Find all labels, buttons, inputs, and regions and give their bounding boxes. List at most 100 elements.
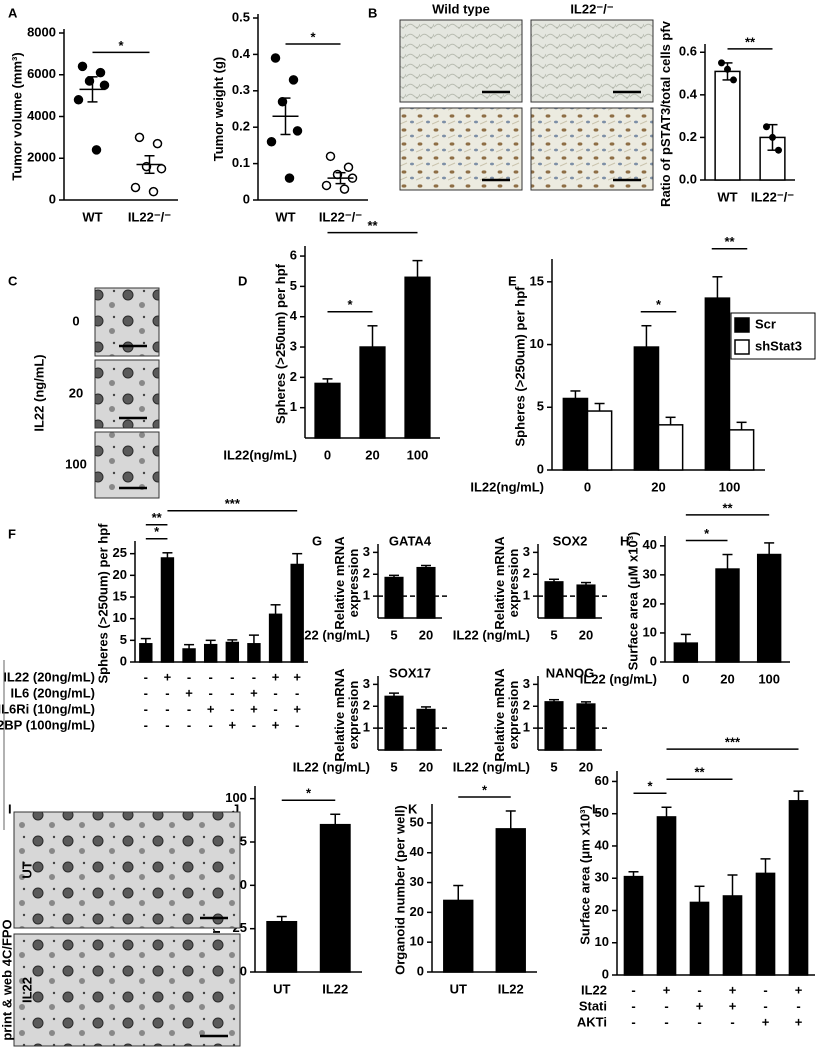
y-tick-label: 25 <box>113 545 127 560</box>
bar <box>319 823 351 973</box>
significance-label: ** <box>694 765 705 780</box>
x-axis-label: IL22 (ng/mL) <box>453 627 530 642</box>
micrograph <box>94 287 160 357</box>
y-axis-label: Relative mRNA <box>492 668 507 762</box>
bar <box>443 899 474 973</box>
y-tick-label: 0.4 <box>232 46 251 61</box>
bar <box>247 643 261 663</box>
y-tick-label: 0.5 <box>232 9 250 24</box>
condition-sign: + <box>164 669 172 684</box>
x-axis-label: IL22 (ng/mL) <box>293 627 370 642</box>
y-axis-label: Spheres (>250um) per hpf <box>273 263 288 424</box>
y-tick-label: 20 <box>113 567 127 582</box>
bar <box>714 70 741 181</box>
x-tick-label: 0 <box>584 479 591 494</box>
x-tick-label: 5 <box>550 627 557 642</box>
bar <box>562 397 589 471</box>
data-point <box>134 132 145 143</box>
data-point <box>156 163 167 174</box>
bar <box>225 641 240 663</box>
condition-sign: + <box>207 701 215 716</box>
y-tick-label: 30 <box>595 870 609 885</box>
x-tick-label: UT <box>450 981 467 996</box>
y-axis-label: Relative mRNA <box>492 536 507 630</box>
condition-sign: - <box>763 982 767 997</box>
bar <box>416 566 436 619</box>
condition-sign: - <box>730 1014 734 1029</box>
condition-sign: - <box>697 982 701 997</box>
micrograph <box>94 359 160 429</box>
significance-label: * <box>647 779 653 794</box>
bar <box>544 701 564 751</box>
data-point <box>73 95 84 105</box>
data-point <box>266 137 277 147</box>
y-tick-label: 40 <box>595 837 609 852</box>
y-tick-label: 15 <box>530 273 544 288</box>
y-tick-label: 0 <box>243 191 250 206</box>
y-axis-label: expression <box>346 681 361 750</box>
condition-sign: - <box>144 669 148 684</box>
image-label: 100 <box>65 456 87 471</box>
condition-sign: - <box>230 669 234 684</box>
y-tick-label: 0.2 <box>679 129 697 144</box>
y-tick-label: 6000 <box>27 66 56 81</box>
bar <box>756 553 782 663</box>
condition-sign: - <box>187 701 191 716</box>
x-tick-label: IL22⁻/⁻ <box>319 209 362 224</box>
x-tick-label: 100 <box>407 447 429 462</box>
y-tick-label: 3 <box>363 676 370 691</box>
y-axis-label: Surface area (μm x10³) <box>577 805 592 944</box>
x-tick-label: 20 <box>651 479 665 494</box>
y-axis-label: Tumor weight (g) <box>211 57 226 161</box>
condition-sign: + <box>293 701 301 716</box>
y-tick-label: 10 <box>530 336 544 351</box>
significance-label: ** <box>722 500 733 515</box>
y-axis-label: Surface area (μM x10³) <box>625 532 640 671</box>
condition-sign: - <box>209 685 213 700</box>
panel-letter: G <box>312 533 322 548</box>
x-tick-label: WT <box>717 189 737 204</box>
bar <box>576 703 596 751</box>
condition-label: IL22 (20ng/mL) <box>3 669 95 684</box>
condition-sign: - <box>230 701 234 716</box>
y-axis-label: Spheres (>250um) per hpf <box>512 286 527 447</box>
x-axis-label: IL22(ng/mL) <box>470 479 544 494</box>
panel-letter: F <box>8 526 16 541</box>
y-tick-label: 3 <box>290 338 297 353</box>
bar <box>673 642 699 663</box>
bar <box>203 643 218 663</box>
significance-label: ** <box>745 34 756 49</box>
y-tick-label: 0 <box>650 653 657 668</box>
y-tick-label: 0.4 <box>679 86 698 101</box>
y-tick-label: 10 <box>595 934 609 949</box>
y-tick-label: 30 <box>643 566 657 581</box>
data-point <box>270 53 281 63</box>
y-tick-label: 10 <box>410 934 424 949</box>
bar <box>656 816 677 976</box>
data-point <box>718 59 725 67</box>
x-tick-label: 20 <box>365 447 379 462</box>
data-point <box>95 67 106 78</box>
significance-label: ** <box>367 218 378 233</box>
significance-label: * <box>154 524 160 539</box>
y-tick-label: 10 <box>113 610 127 625</box>
bar <box>182 648 196 663</box>
bar <box>728 429 755 471</box>
bar <box>788 800 809 976</box>
x-tick-label: UT <box>273 981 290 996</box>
condition-sign: + <box>272 669 280 684</box>
y-tick-label: 0 <box>537 461 544 476</box>
condition-sign: - <box>165 685 169 700</box>
x-tick-label: 20 <box>579 759 593 774</box>
data-point <box>288 75 299 85</box>
condition-sign: + <box>272 717 280 732</box>
y-tick-label: 30 <box>410 874 424 889</box>
condition-sign: + <box>293 669 301 684</box>
x-tick-label: 0 <box>682 671 689 686</box>
y-tick-label: 3 <box>523 544 530 559</box>
x-tick-label: 5 <box>390 627 397 642</box>
y-tick-label: 0.6 <box>679 44 697 59</box>
condition-sign: - <box>252 669 256 684</box>
y-tick-label: 4000 <box>27 108 56 123</box>
bar <box>633 346 660 471</box>
